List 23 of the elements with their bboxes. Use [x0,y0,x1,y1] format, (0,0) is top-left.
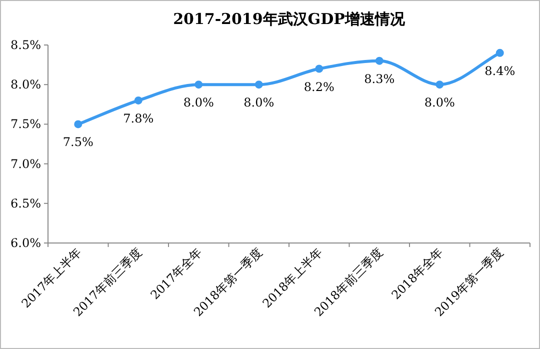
y-tick-label: 6.5% [10,196,41,210]
data-label: 8.0% [183,96,214,110]
data-label: 7.8% [123,111,154,126]
data-label: 8.0% [244,96,274,110]
point [254,80,263,89]
chart-title: 2017-2019年武汉GDP增速情况 [173,10,406,28]
data-label: 7.5% [62,135,94,150]
point [375,56,384,65]
y-tick-label: 7.0% [10,156,41,171]
data-label: 8.3% [364,72,395,86]
data-label: 8.0% [424,96,455,110]
y-tick-label: 8.0% [10,78,41,92]
y-tick-label: 8.5% [10,38,41,52]
point [134,96,142,104]
point [74,120,82,128]
point [315,64,324,73]
y-tick-label: 6.0% [10,236,41,250]
point [436,80,444,89]
y-tick-label: 7.5% [10,117,41,132]
data-label: 8.4% [484,64,516,78]
point [496,48,504,57]
point [194,80,203,89]
data-label: 8.2% [304,80,334,94]
